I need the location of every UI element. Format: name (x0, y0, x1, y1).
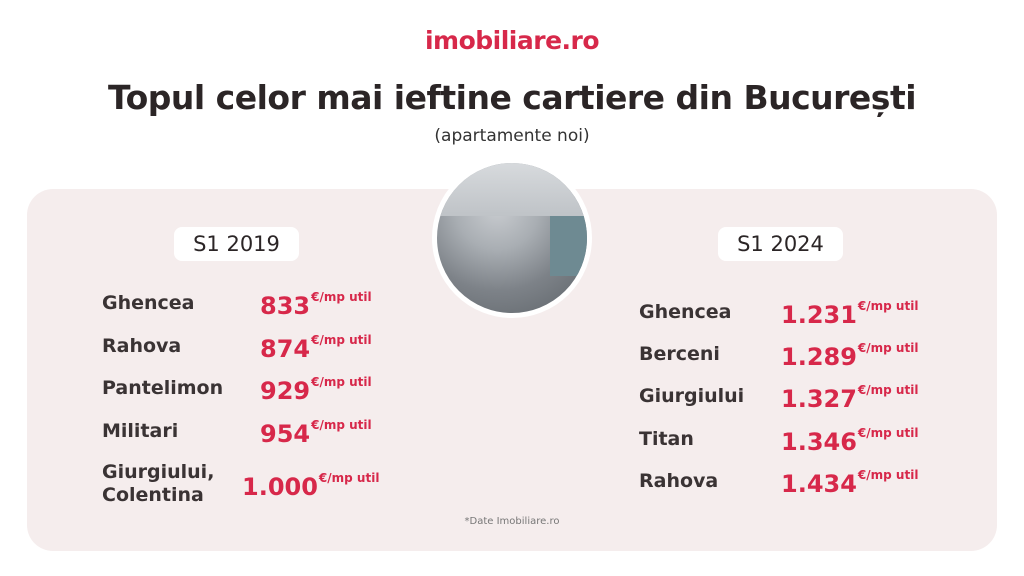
list-item: Giurgiului, Colentina 1.000€/mp util (102, 461, 380, 507)
neighborhood-name: Giurgiului, Colentina (102, 461, 215, 506)
price-unit: €/mp util (311, 333, 372, 347)
price-unit: €/mp util (857, 383, 919, 397)
list-item: Giurgiului 1.327€/mp util (639, 383, 919, 413)
list-item: Rahova 874€/mp util (102, 333, 372, 363)
list-item: Titan 1.346€/mp util (639, 426, 919, 456)
price-number: 1.434 (781, 470, 857, 498)
neighborhood-name: Rahova (102, 335, 182, 357)
price-number: 874 (260, 335, 311, 363)
price-value: 929€/mp util (260, 375, 372, 405)
price-number: 833 (260, 292, 311, 320)
list-item: Militari 954€/mp util (102, 418, 372, 448)
source-note: *Date Imobiliare.ro (464, 516, 560, 527)
neighborhood-name: Giurgiului (639, 385, 745, 407)
price-number: 1.327 (781, 385, 857, 413)
period-label-2019: S1 2019 (174, 227, 299, 261)
neighborhood-name: Titan (639, 428, 694, 450)
price-value: 833€/mp util (260, 290, 372, 320)
price-unit: €/mp util (318, 471, 380, 485)
price-number: 1.231 (781, 301, 857, 329)
list-item: Berceni 1.289€/mp util (639, 341, 919, 371)
price-value: 1.346€/mp util (781, 426, 919, 456)
price-number: 929 (260, 377, 311, 405)
price-value: 1.231€/mp util (781, 299, 919, 329)
price-unit: €/mp util (857, 468, 919, 482)
price-unit: €/mp util (857, 341, 919, 355)
price-value: 954€/mp util (260, 418, 372, 448)
city-photo (432, 158, 592, 318)
neighborhood-name: Militari (102, 420, 179, 442)
price-unit: €/mp util (311, 290, 372, 304)
price-value: 874€/mp util (260, 333, 372, 363)
price-unit: €/mp util (857, 299, 919, 313)
neighborhood-name: Rahova (639, 470, 719, 492)
neighborhood-name: Pantelimon (102, 377, 224, 399)
list-item: Rahova 1.434€/mp util (639, 468, 919, 498)
price-number: 954 (260, 420, 311, 448)
price-unit: €/mp util (311, 418, 372, 432)
neighborhood-name: Ghencea (639, 301, 732, 323)
list-item: Pantelimon 929€/mp util (102, 375, 372, 405)
price-number: 1.000 (242, 473, 318, 501)
price-value: 1.289€/mp util (781, 341, 919, 371)
price-value: 1.000€/mp util (242, 471, 380, 501)
list-item: Ghencea 833€/mp util (102, 290, 372, 320)
price-number: 1.289 (781, 343, 857, 371)
price-number: 1.346 (781, 428, 857, 456)
price-value: 1.434€/mp util (781, 468, 919, 498)
price-unit: €/mp util (857, 426, 919, 440)
logo: imobiliare.ro (424, 26, 600, 55)
price-unit: €/mp util (311, 375, 372, 389)
neighborhood-name: Berceni (639, 343, 720, 365)
page-title: Topul celor mai ieftine cartiere din Buc… (107, 78, 917, 117)
page-subtitle: (apartamente noi) (434, 126, 590, 146)
period-label-2024: S1 2024 (718, 227, 843, 261)
neighborhood-name: Ghencea (102, 292, 195, 314)
list-item: Ghencea 1.231€/mp util (639, 299, 919, 329)
price-value: 1.327€/mp util (781, 383, 919, 413)
